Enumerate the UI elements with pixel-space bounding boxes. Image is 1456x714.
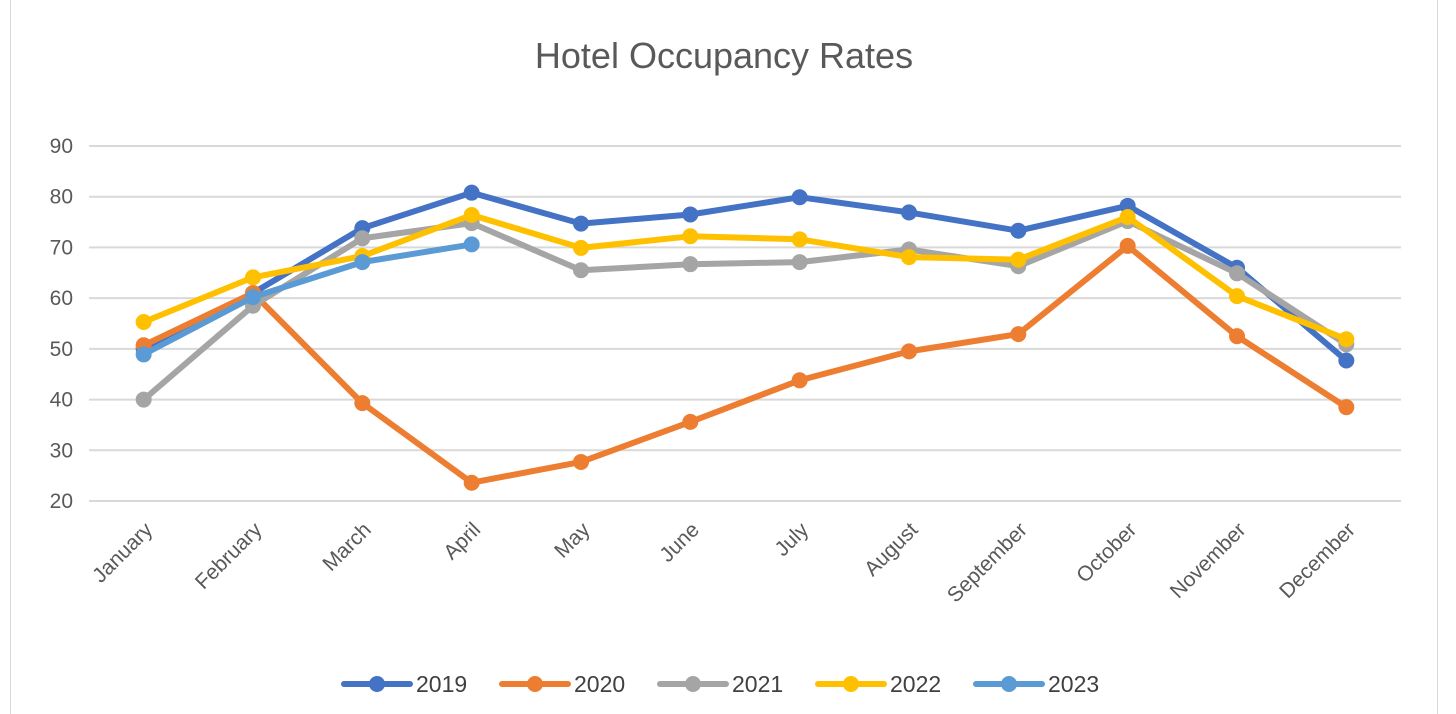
y-tick-label-40: 40 bbox=[50, 389, 73, 412]
x-tick-label-september: September bbox=[943, 518, 1032, 607]
data-point-2019-september bbox=[1010, 222, 1027, 239]
data-point-2022-july bbox=[791, 231, 808, 248]
x-tick-label-february: February bbox=[191, 518, 267, 594]
data-point-2019-august bbox=[901, 204, 917, 221]
y-tick-label-90: 90 bbox=[50, 135, 73, 158]
chart-title: Hotel Occupancy Rates bbox=[535, 35, 913, 76]
data-point-2019-july bbox=[791, 189, 808, 206]
data-point-2019-april bbox=[463, 184, 480, 201]
legend-swatch-marker-2019 bbox=[369, 676, 385, 692]
y-tick-label-50: 50 bbox=[50, 338, 73, 361]
x-tick-label-march: March bbox=[318, 518, 376, 576]
data-point-2020-november bbox=[1229, 328, 1245, 345]
legend-item-2023: 2023 bbox=[973, 671, 1099, 697]
data-point-2021-january bbox=[135, 391, 152, 408]
data-point-2023-march bbox=[354, 254, 371, 271]
data-point-2022-may bbox=[573, 239, 589, 256]
data-point-2023-january bbox=[135, 346, 152, 363]
x-tick-label-june: June bbox=[655, 518, 703, 566]
data-point-2022-september bbox=[1010, 251, 1027, 268]
legend-item-2019: 2019 bbox=[341, 671, 467, 697]
series-line-2019 bbox=[140, 189, 1350, 364]
data-point-2022-february bbox=[245, 269, 261, 286]
data-point-2021-july bbox=[791, 254, 808, 271]
data-point-2020-july bbox=[791, 372, 808, 389]
x-tick-label-december: December bbox=[1275, 518, 1360, 603]
data-point-2022-june bbox=[682, 228, 699, 245]
data-point-2020-march bbox=[354, 395, 371, 412]
legend-item-2022: 2022 bbox=[815, 671, 941, 697]
series-2023 bbox=[135, 236, 480, 363]
data-point-2019-december bbox=[1338, 352, 1355, 369]
data-point-2022-october bbox=[1119, 209, 1136, 225]
data-point-2020-june bbox=[682, 413, 699, 430]
legend-swatch-marker-2020 bbox=[527, 676, 543, 692]
data-point-2023-february bbox=[245, 289, 261, 306]
data-point-2019-october bbox=[1119, 197, 1136, 214]
data-point-2022-november bbox=[1229, 288, 1245, 305]
y-axis-ticks: 20 30 40 50 60 70 80 90 bbox=[50, 135, 73, 513]
series-line-2020 bbox=[140, 242, 1350, 486]
data-point-2020-april bbox=[463, 474, 480, 491]
legend-label-2020: 2020 bbox=[574, 671, 625, 697]
y-tick-label-20: 20 bbox=[50, 490, 73, 513]
chart-frame: Hotel Occupancy Rates 20 30 40 50 60 70 80 90 J… bbox=[10, 0, 1438, 714]
data-point-2020-may bbox=[573, 453, 589, 470]
legend-label-2021: 2021 bbox=[732, 671, 783, 697]
data-point-2022-december bbox=[1338, 331, 1355, 348]
legend-swatch-marker-2023 bbox=[1001, 676, 1017, 692]
series-line-2022 bbox=[140, 212, 1350, 343]
x-tick-label-november: November bbox=[1166, 518, 1251, 603]
data-point-2021-june bbox=[682, 256, 699, 273]
data-point-2020-september bbox=[1010, 326, 1027, 343]
series-lines bbox=[135, 184, 1355, 491]
data-point-2019-may bbox=[573, 215, 589, 232]
series-line-2023 bbox=[140, 241, 475, 358]
legend-item-2020: 2020 bbox=[499, 671, 625, 697]
legend-swatch-marker-2021 bbox=[685, 676, 701, 692]
series-2021 bbox=[135, 213, 1355, 408]
legend-swatch-marker-2022 bbox=[843, 676, 859, 692]
legend-label-2019: 2019 bbox=[416, 671, 467, 697]
x-tick-label-january: January bbox=[88, 518, 157, 587]
series-2022 bbox=[135, 206, 1355, 348]
x-tick-label-april: April bbox=[439, 518, 485, 564]
data-point-2023-april bbox=[463, 236, 480, 253]
data-point-2022-april bbox=[463, 206, 480, 223]
x-tick-label-october: October bbox=[1072, 518, 1141, 587]
y-tick-label-80: 80 bbox=[50, 186, 73, 209]
data-point-2021-november bbox=[1229, 265, 1245, 282]
x-tick-label-july: July bbox=[771, 518, 814, 561]
x-tick-label-may: May bbox=[550, 518, 595, 563]
data-point-2021-march bbox=[354, 230, 371, 247]
data-point-2019-june bbox=[682, 206, 699, 223]
y-tick-label-70: 70 bbox=[50, 236, 73, 259]
data-point-2020-december bbox=[1338, 399, 1355, 416]
legend-label-2022: 2022 bbox=[890, 671, 941, 697]
data-point-2020-october bbox=[1119, 237, 1136, 254]
series-2020 bbox=[135, 237, 1355, 491]
x-axis-ticks: January February March April May June July Augu… bbox=[88, 518, 1360, 607]
line-chart: Hotel Occupancy Rates 20 30 40 50 60 70 80 90 J… bbox=[50, 35, 1401, 697]
data-point-2020-august bbox=[901, 343, 917, 360]
data-point-2022-august bbox=[901, 249, 917, 266]
data-point-2022-january bbox=[135, 313, 152, 330]
legend-item-2021: 2021 bbox=[657, 671, 783, 697]
y-tick-label-60: 60 bbox=[50, 287, 73, 310]
legend-label-2023: 2023 bbox=[1048, 671, 1099, 697]
data-point-2021-may bbox=[573, 262, 589, 279]
legend: 2019 2020 2021 2022 2023 bbox=[341, 671, 1099, 697]
y-tick-label-30: 30 bbox=[50, 439, 73, 462]
x-tick-label-august: August bbox=[860, 518, 923, 581]
